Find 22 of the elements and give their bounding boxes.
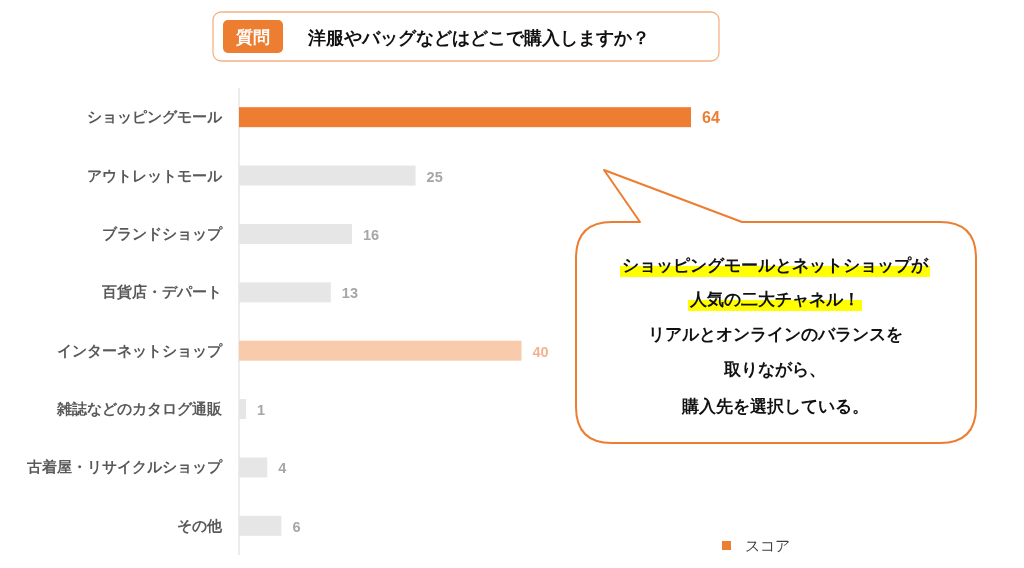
legend-label: スコア — [745, 537, 790, 554]
y-tick-label: ブランドショップ — [102, 225, 223, 242]
data-label: 16 — [363, 226, 380, 243]
text: 取りながら、 — [723, 360, 826, 379]
text: 質問 — [235, 28, 270, 47]
data-label: 64 — [702, 109, 720, 127]
chart-title: 洋服やバッグなどはどこで購入しますか？ — [307, 28, 650, 48]
data-label: 6 — [292, 518, 301, 535]
data-label: 13 — [341, 285, 358, 302]
annotation: 購入先を選択している。 — [680, 397, 869, 416]
y-tick-label: 雑誌などのカタログ通販 — [56, 401, 223, 418]
data-label: 4 — [278, 460, 287, 477]
y-tick-label: インターネットショップ — [57, 342, 223, 359]
y-tick-label: 古着屋・リサイクルショップ — [26, 458, 223, 476]
y-tick-label: アウトレットモール — [87, 167, 223, 184]
annotation: リアルとオンラインのバランスを — [647, 325, 903, 344]
y-tick-label: 百貨店・デパート — [101, 283, 222, 302]
data-label: 25 — [426, 168, 443, 185]
y-tick-label: その他 — [177, 517, 223, 534]
data-label: 1 — [257, 402, 266, 419]
data-label: 40 — [532, 343, 549, 360]
y-tick-label: ショッピングモール — [87, 109, 223, 126]
